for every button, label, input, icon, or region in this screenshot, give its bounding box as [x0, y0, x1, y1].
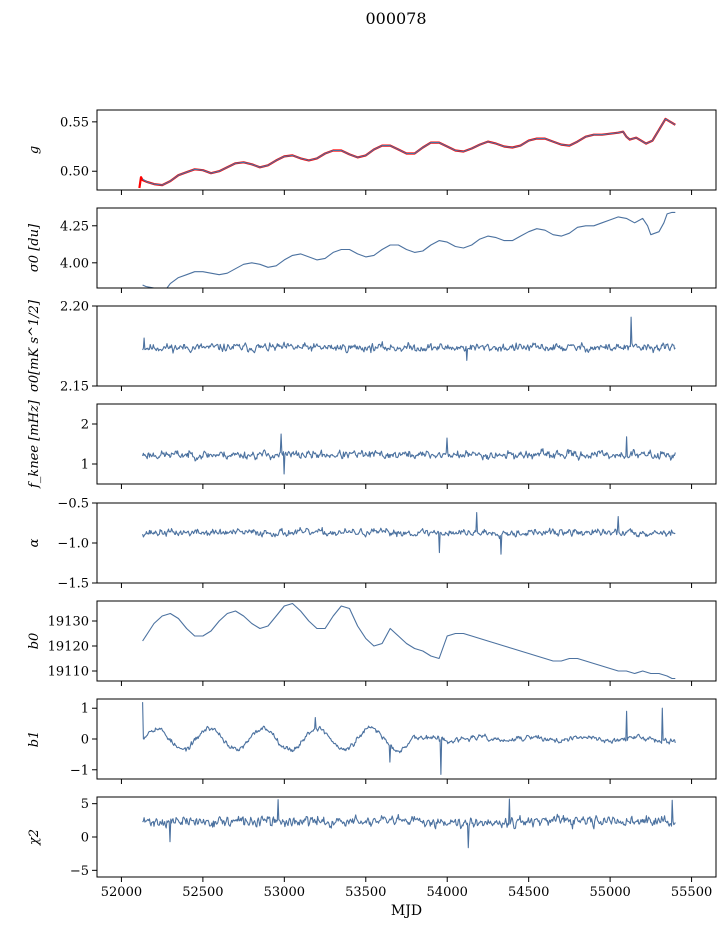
y-tick-label: 5	[81, 797, 89, 812]
panel-sigma0-du: 4.00 4.25 σ0 [du]	[27, 207, 717, 293]
y-axis-label: σ0 [du]	[27, 223, 42, 272]
series-line-sigma0-du-0	[142, 211, 676, 288]
x-tick-label: 53500	[345, 885, 386, 900]
y-tick-label: −1	[70, 763, 89, 778]
series-line-fknee-0	[142, 433, 676, 475]
panel-b1: −1 0 1 b1	[27, 698, 717, 784]
y-tick-label: 0.55	[60, 115, 89, 130]
series-line-chi2-0	[142, 798, 676, 849]
axes-frame	[96, 207, 717, 289]
series-line-sigma0-mk-0	[142, 316, 676, 361]
axes-frame	[96, 502, 717, 584]
series-line-b1-0	[142, 702, 676, 775]
y-axis-label: α	[27, 538, 42, 547]
y-tick-label: 0	[81, 733, 89, 748]
x-tick-label: 54500	[508, 885, 549, 900]
axes-frame	[96, 403, 717, 485]
y-tick-label: 19130	[48, 615, 89, 630]
panels: 0.50 0.55 g 4.00 4.25 σ0 [du] 2.15 2.20 σ0[mK s^…	[27, 109, 717, 919]
y-tick-label: 0.50	[60, 165, 89, 180]
x-tick-label: 52500	[182, 885, 223, 900]
axes-frame	[96, 109, 717, 191]
x-tick-label: 55500	[671, 885, 712, 900]
y-axis-label: b1	[27, 731, 42, 748]
y-tick-label: 19120	[48, 640, 89, 655]
panel-b0: 19110 19120 19130 b0	[27, 600, 717, 686]
series-line-g-1	[142, 118, 676, 186]
x-tick-label: 52000	[101, 885, 142, 900]
axes-frame	[96, 600, 717, 682]
panel-g: 0.50 0.55 g	[27, 109, 717, 195]
y-tick-label: −0.5	[57, 497, 89, 512]
axes-frame	[96, 796, 717, 878]
panel-fknee: 1 2 f_knee [mHz]	[27, 399, 717, 489]
y-axis-label: b0	[27, 633, 42, 650]
y-tick-label: 2.15	[60, 380, 89, 395]
y-tick-label: −1.0	[57, 537, 89, 552]
y-axis-label: g	[27, 146, 42, 154]
y-tick-label: 0	[81, 831, 89, 846]
y-tick-label: 2.20	[60, 300, 89, 315]
axes-frame	[96, 305, 717, 387]
y-axis-label: f_knee [mHz]	[27, 399, 42, 489]
y-tick-label: −5	[70, 864, 89, 879]
panel-sigma0-mk: 2.15 2.20 σ0[mK s^1/2]	[27, 299, 717, 395]
panel-alpha: −1.5 −1.0 −0.5 α	[27, 497, 717, 592]
panel-chi2: −5 0 5 52000 52500 53000 53500 54000 54500 55000 5…	[27, 796, 717, 919]
y-tick-label: 1	[81, 702, 89, 717]
y-tick-label: 4.00	[60, 256, 89, 271]
x-tick-label: 55000	[589, 885, 630, 900]
y-tick-label: 2	[81, 418, 89, 433]
y-axis-label: χ2	[27, 829, 42, 846]
y-tick-label: 1	[81, 458, 89, 473]
series-line-alpha-0	[142, 512, 676, 555]
series-line-b0-0	[142, 602, 676, 680]
y-tick-label: −1.5	[57, 577, 89, 592]
y-tick-label: 4.25	[60, 219, 89, 234]
y-tick-label: 19110	[48, 665, 89, 680]
figure-title: 000078	[365, 9, 426, 28]
y-axis-label: σ0[mK s^1/2]	[27, 299, 42, 392]
x-axis-label: MJD	[391, 903, 422, 919]
x-tick-label: 53000	[264, 885, 305, 900]
x-tick-label: 54000	[427, 885, 468, 900]
